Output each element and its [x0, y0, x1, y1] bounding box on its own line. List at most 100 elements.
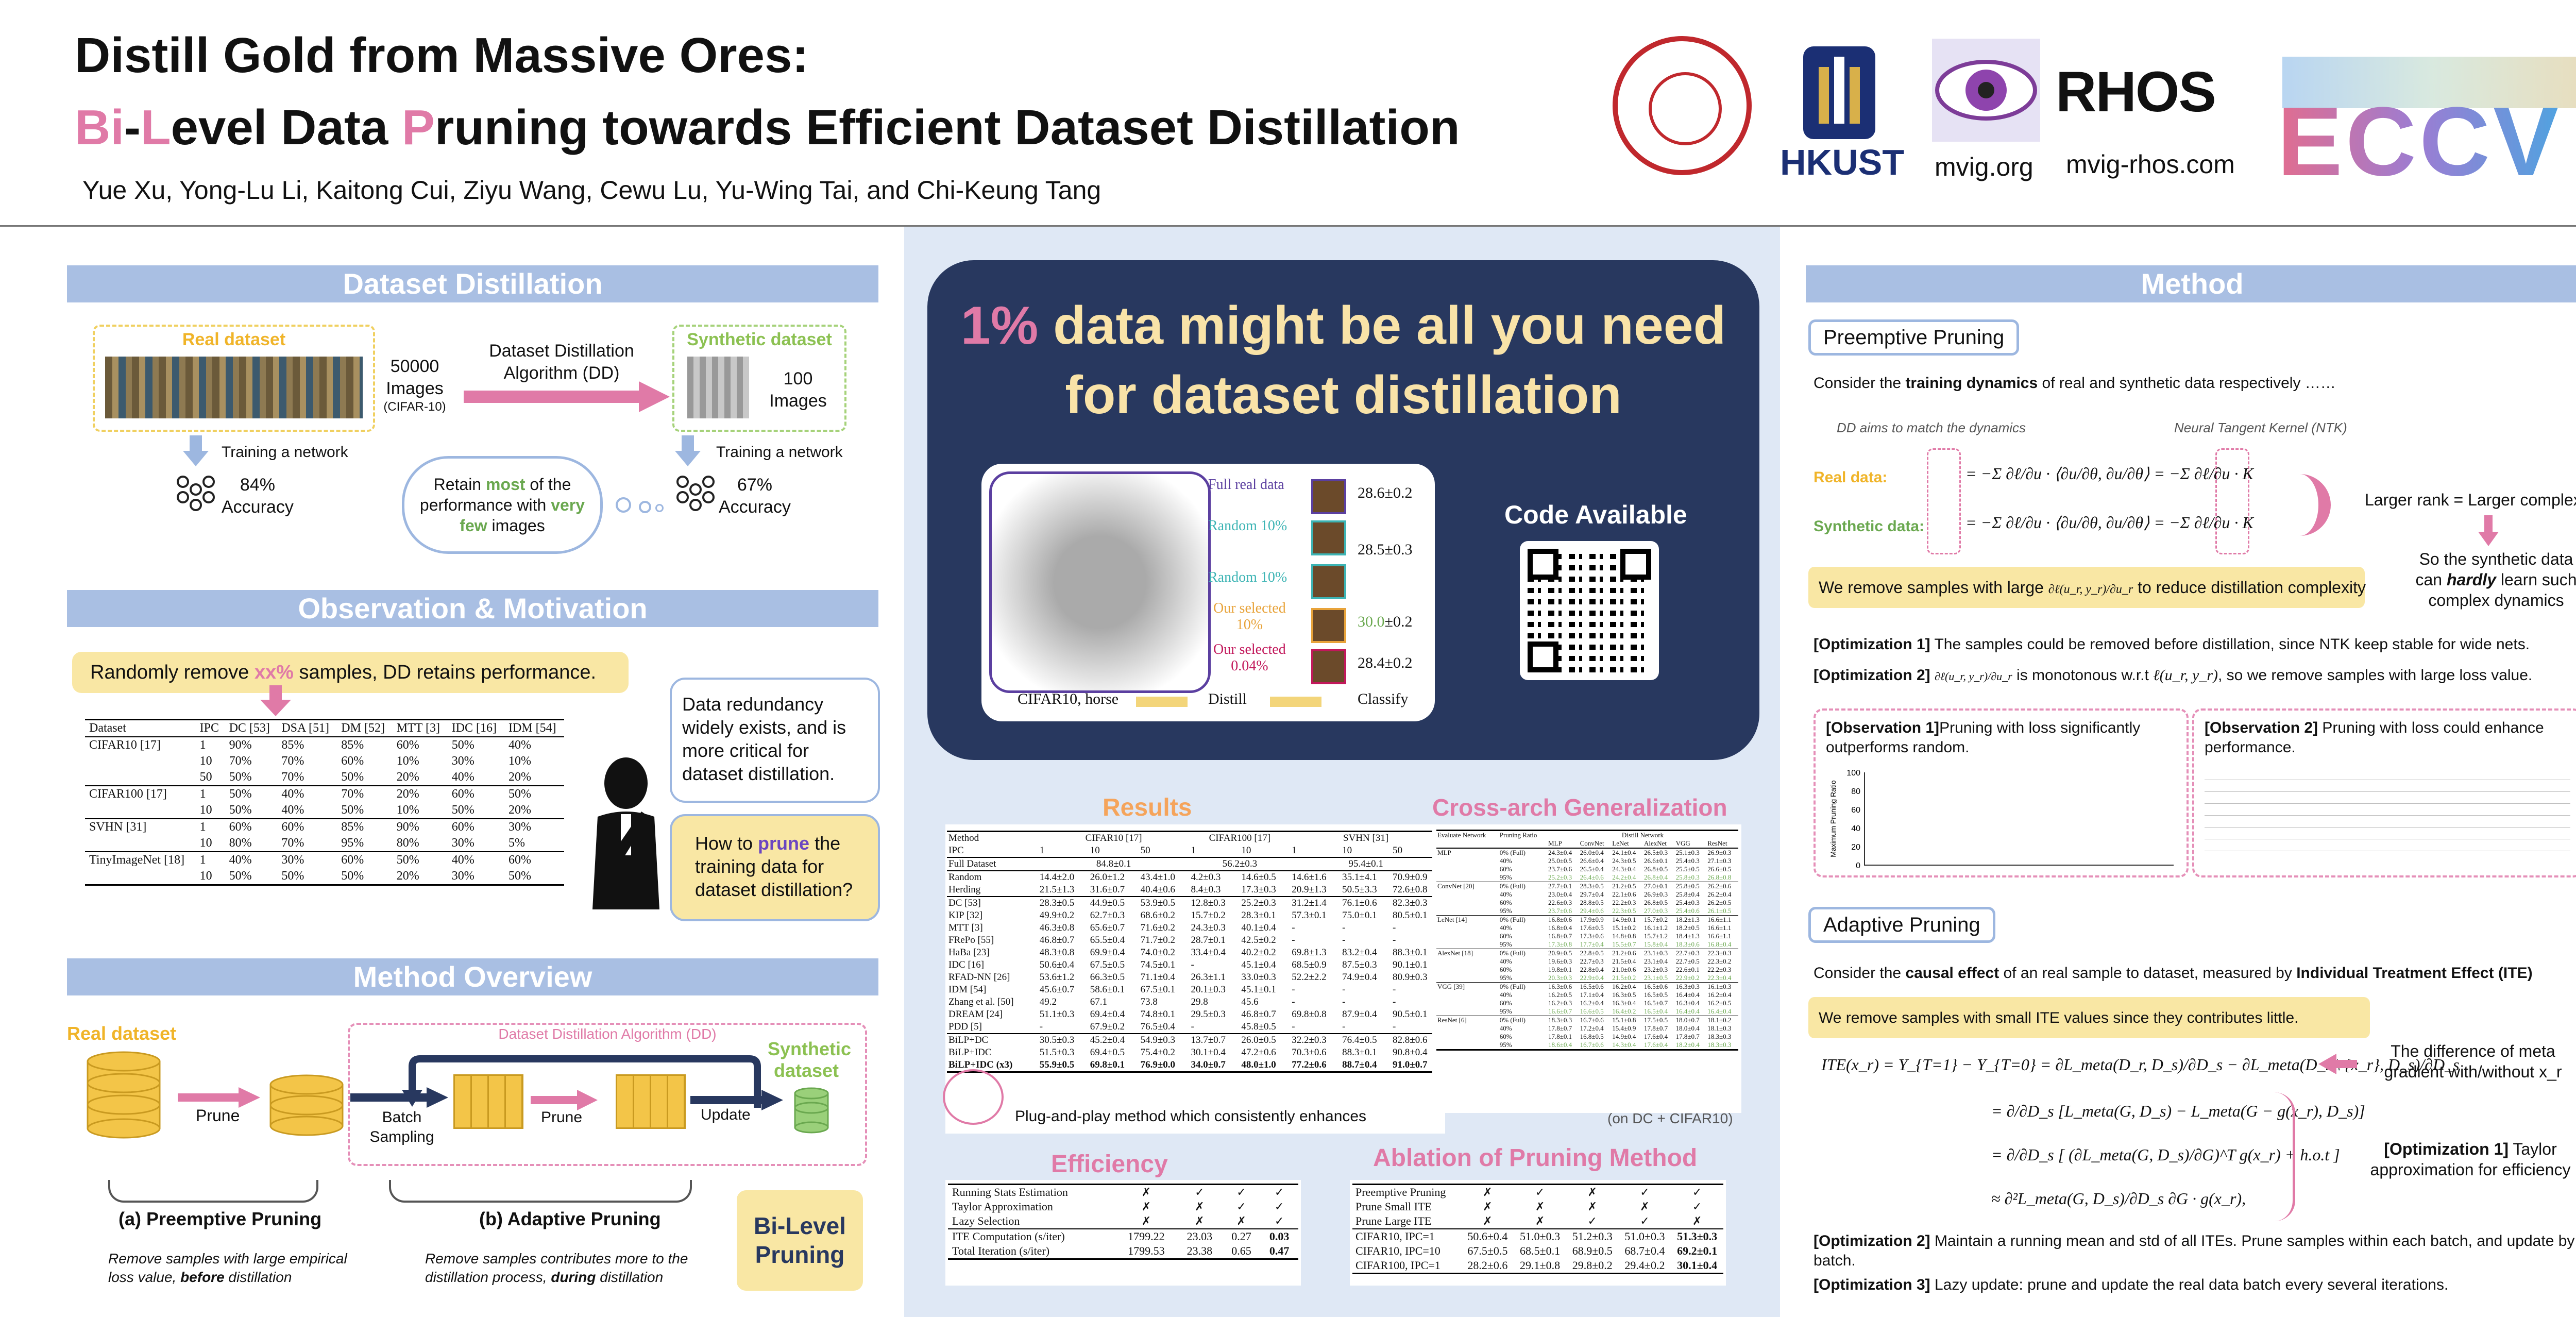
cross-arch-caption: (on DC + CIFAR10) [1607, 1110, 1733, 1126]
table-cell: ✓ [1236, 1200, 1246, 1213]
table-cell: 40% [508, 738, 531, 752]
table-cell: 80.5±0.1 [1393, 910, 1428, 921]
table-cell: 29.7±0.4 [1580, 890, 1604, 898]
table-cell: 71.7±0.2 [1140, 935, 1176, 945]
table-cell: 16.8±0.5 [1580, 1033, 1604, 1040]
table-cell: 69.8±0.8 [1292, 1009, 1327, 1020]
how-text-1: How to [695, 833, 758, 854]
table-cell: ✗ [1692, 1214, 1702, 1227]
table-cell: 51.0±0.3 [1520, 1230, 1561, 1243]
table-cell: 60% [396, 738, 419, 752]
ablation-heading: Ablation of Pruning Method [1373, 1144, 1698, 1172]
redundancy-table: Dataset IPC DC [53] DSA [51] DM [52] MTT [3] I… [85, 719, 564, 886]
table-cell: 46.8±0.7 [1241, 1009, 1276, 1020]
table-cell: 90% [229, 738, 252, 752]
table-cell: 21.2±0.5 [1612, 882, 1636, 890]
table-cell: 10 [199, 836, 212, 850]
table-cell: 30.1±0.4 [1677, 1259, 1718, 1272]
network-name-cell: ResNet [6] [1437, 1016, 1467, 1024]
horse-thumb [1311, 520, 1346, 555]
cross-arch-table: Evaluate Network Pruning Ratio Distill Net… [1436, 830, 1738, 1051]
horse-thumb [1311, 608, 1346, 643]
table-cell: 60% [451, 787, 474, 801]
network-name-cell [1436, 1033, 1499, 1041]
cloud-text-3: images [487, 516, 545, 535]
so-syn-2: learn such complex dynamics [2428, 570, 2576, 610]
table-cell: 68.5±0.9 [1292, 959, 1327, 970]
table-cell: ✗ [1587, 1200, 1597, 1213]
table-cell: 20.9±0.5 [1548, 949, 1572, 957]
table-cell: 95.4±0.1 [1348, 858, 1383, 869]
table-cell: 18.3±0.3 [1548, 1016, 1572, 1024]
table-header-cell: IDC [16] [451, 721, 497, 735]
table-cell: 18.2±0.4 [1675, 1041, 1700, 1049]
table-cell: 10% [508, 754, 531, 768]
table-header-cell: 1 [1039, 845, 1045, 856]
table-cell: 14.4±2.0 [1039, 872, 1075, 883]
retain-thought-cloud: Retain most of the performance with very… [402, 456, 603, 554]
table-cell: 27.7±0.1 [1548, 882, 1572, 890]
table-row: 95% 16.6±0.7 16.6±0.5 16.4±0.2 16.5±0.4 16.4±… [1436, 1007, 1738, 1016]
title-dash: - [124, 100, 141, 155]
network-name-cell [1436, 999, 1499, 1007]
table-row: Taylor Approximation ✗ ✗ ✓ ✓ [948, 1200, 1298, 1214]
table-cell: 17.7±0.4 [1580, 940, 1604, 948]
opt2-label: [Optimization 2] [1814, 667, 1930, 684]
table-cell: 21.2±0.6 [1612, 949, 1636, 957]
table-cell: 30% [451, 836, 474, 850]
random-remove-xx: xx% [254, 662, 294, 683]
synthetic-db-icon [793, 1087, 829, 1134]
table-cell: 26.0±0.4 [1580, 849, 1604, 856]
results-table-grid: Method CIFAR10 [17] CIFAR100 [17] SVHN [31]… [947, 831, 1442, 1073]
down-arrow-icon [183, 435, 209, 466]
table-row: MTT [3] 46.3±0.8 65.6±0.7 71.6±0.2 24.3±0.3 4… [947, 922, 1442, 934]
table-cell: 47.2±0.6 [1241, 1047, 1276, 1058]
consider-dynamics: Consider the training dynamics of real a… [1814, 374, 2336, 393]
table-row: CIFAR10, IPC=10 67.5±0.5 68.5±0.1 68.9±0.5 6… [1352, 1244, 1723, 1258]
table-cell: 16.5±0.5 [1643, 991, 1668, 999]
efficiency-table: Running Stats Estimation ✗ ✓ ✓ ✓ Taylor Appro… [948, 1184, 1298, 1260]
network-name-cell [1436, 957, 1499, 966]
table-cell: ✓ [1640, 1186, 1650, 1198]
table-cell: 33.0±0.3 [1241, 972, 1276, 983]
table-row: 40% 23.0±0.4 29.7±0.4 22.1±0.6 26.9±0.3 25.8±… [1436, 890, 1738, 899]
table-cell: 24.1±0.4 [1612, 849, 1636, 856]
table-cell: 71.1±0.4 [1140, 972, 1176, 983]
table-cell: 60% [229, 820, 252, 834]
thinking-person-icon [582, 755, 670, 920]
table-cell: 0% (Full) [1499, 916, 1526, 923]
table-cell: - [1292, 997, 1295, 1007]
qr-code[interactable] [1520, 541, 1659, 680]
table-row: 10 80% 70% 95% 80% 30% 5% [85, 835, 564, 852]
table-cell: 22.3±0.3 [1707, 949, 1732, 957]
table-cell: 74.8±0.1 [1140, 1009, 1176, 1020]
fig-ours-10-pct: 10% [1236, 617, 1263, 633]
prune-arrow-icon [531, 1090, 598, 1110]
dd-arrow-icon [464, 381, 670, 412]
table-cell: 50% [229, 787, 252, 801]
table-cell: 91.0±0.7 [1393, 1059, 1428, 1070]
table-header-cell: 10 [1241, 845, 1251, 856]
table-header-cell: IPC [948, 845, 964, 856]
ov-pre-desc-2: distillation [224, 1269, 292, 1286]
table-header-cell: 1 [1292, 845, 1297, 856]
table-cell: 90% [396, 820, 419, 834]
so-syn-hardly: hardly [2446, 570, 2496, 589]
fig-acc-ours-10-value: 30.0 [1358, 613, 1385, 630]
table-cell: 50% [396, 853, 419, 867]
table-cell: 28.3±0.5 [1580, 882, 1604, 890]
y-tick-label: 100 [1846, 769, 1860, 778]
table-cell: 20% [396, 869, 419, 883]
network-name-cell: LeNet [14] [1437, 916, 1467, 923]
table-cell: 16.3±0.4 [1675, 999, 1700, 1007]
table-row: 40% 16.2±0.5 17.1±0.4 16.3±0.5 16.5±0.5 16.4±… [1436, 991, 1738, 999]
random-remove-text-2: samples, DD retains performance. [293, 662, 597, 683]
real-data-label: Real data: [1814, 469, 1888, 486]
table-cell: 34.0±0.7 [1191, 1059, 1226, 1070]
table-cell: 10 [199, 754, 212, 768]
table-cell: 17.6±0.5 [1580, 924, 1604, 932]
dataset-name-cell [85, 835, 196, 852]
table-cell: 40% [1499, 857, 1512, 865]
table-row: 95% 18.6±0.4 16.7±0.6 14.3±0.4 17.6±0.4 18.2±… [1436, 1041, 1738, 1050]
hkust-emblem-icon [1783, 41, 1896, 144]
